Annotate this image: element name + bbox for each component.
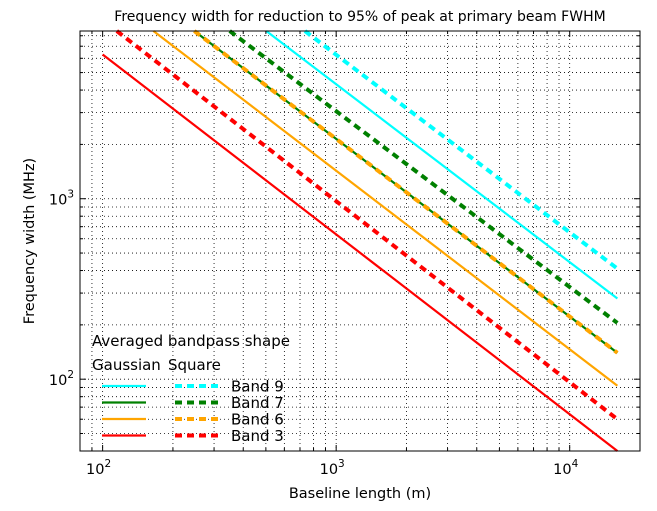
legend-band-3-label: Band 3	[231, 427, 284, 445]
legend-band-6-label: Band 6	[231, 411, 284, 429]
legend-band-9-label: Band 9	[231, 378, 284, 396]
x-tick-label: 104	[553, 458, 578, 478]
band-7-square-line	[228, 29, 619, 325]
x-tick-label: 103	[320, 458, 345, 478]
ticks: 102 103 104 102 103	[49, 31, 640, 478]
legend-title: Averaged bandpass shape	[92, 332, 290, 350]
band-9-gaussian-line	[265, 30, 619, 300]
band-9-square-line	[303, 29, 619, 271]
x-tick-label: 102	[86, 458, 111, 478]
chart-title: Frequency width for reduction to 95% of …	[114, 9, 605, 25]
band-3-square-line	[115, 29, 619, 421]
y-axis-label: Frequency width (MHz)	[22, 158, 38, 324]
legend-header-gaussian: Gaussian	[92, 356, 161, 374]
x-axis-label: Baseline length (m)	[289, 486, 431, 502]
band-6-square-line	[193, 29, 619, 355]
legend: Averaged bandpass shape Gaussian Square …	[92, 332, 290, 445]
plot-frame	[79, 30, 641, 452]
grid	[80, 31, 640, 451]
plot-lines	[101, 29, 619, 452]
legend-band-7-label: Band 7	[231, 394, 284, 412]
band-6-gaussian-line	[152, 30, 619, 387]
y-tick-label: 102	[49, 369, 74, 389]
y-tick-label: 103	[49, 189, 74, 209]
legend-header-square: Square	[168, 356, 221, 374]
band-3-gaussian-line	[101, 53, 619, 452]
